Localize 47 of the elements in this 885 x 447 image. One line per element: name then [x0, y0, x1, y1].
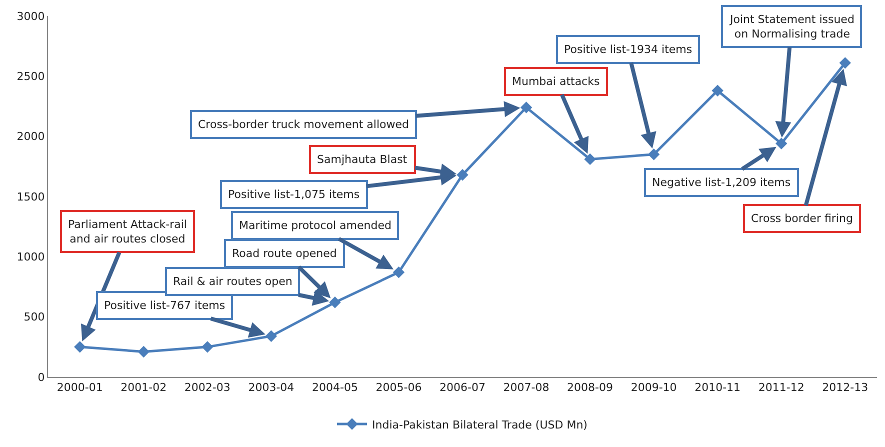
- y-tick-label: 0: [38, 370, 45, 384]
- point: [456, 168, 468, 181]
- annotation: Parliament Attack-rail and air routes closed: [68, 218, 187, 246]
- point: [265, 330, 278, 342]
- point: [202, 341, 214, 353]
- y-tick-label: 2000: [16, 130, 45, 144]
- annotation: Positive list-767 items: [104, 299, 226, 312]
- x-tick-label: 2011-12: [758, 381, 804, 394]
- y-tick-label: 2500: [16, 70, 45, 84]
- annotation: Rail & air routes open: [173, 275, 292, 288]
- annotation: Mumbai attacks: [512, 75, 600, 88]
- x-tick-label: 2000-01: [56, 381, 103, 394]
- x-tick-label: 2005-06: [376, 381, 422, 394]
- point: [329, 296, 341, 308]
- annotation: Cross-border truck movement allowed: [198, 118, 409, 131]
- point: [138, 346, 150, 358]
- annotation: Road route opened: [232, 247, 337, 260]
- point: [776, 138, 788, 150]
- annotation: Maritime protocol amended: [239, 219, 392, 232]
- annotation: Negative list-1,209 items: [652, 176, 791, 189]
- point: [74, 341, 86, 353]
- annotation: Cross border firing: [751, 212, 853, 225]
- x-tick-label: 2007-08: [503, 381, 550, 394]
- x-tick-label: 2002-03: [184, 381, 230, 394]
- y-tick-label: 1500: [16, 190, 45, 204]
- point: [520, 102, 532, 114]
- point: [839, 57, 851, 69]
- x-tick-label: 2008-09: [567, 381, 614, 394]
- x-tick-label: 2009-10: [630, 381, 677, 394]
- legend-label: India-Pakistan Bilateral Trade (USD Mn): [372, 418, 588, 432]
- y-tick-label: 3000: [16, 10, 45, 23]
- annotation: Joint Statement issued on Normalising trade: [729, 13, 854, 40]
- x-tick-label: 2006-07: [440, 381, 486, 394]
- point: [584, 153, 596, 166]
- point: [648, 148, 660, 160]
- y-tick-label: 1000: [16, 250, 45, 264]
- y-tick-label: 500: [24, 310, 45, 324]
- x-tick-label: 2004-05: [312, 381, 358, 394]
- point: [712, 84, 724, 96]
- annotation: Positive list-1,075 items: [228, 188, 360, 201]
- x-tick-label: 2010-11: [694, 381, 741, 394]
- x-tick-label: 2012-13: [822, 381, 868, 394]
- annotation: Positive list-1934 items: [564, 43, 692, 56]
- x-tick-label: 2003-04: [248, 381, 294, 394]
- annotation: Samjhauta Blast: [317, 153, 408, 166]
- point: [392, 266, 405, 278]
- x-tick-label: 2001-02: [120, 381, 167, 394]
